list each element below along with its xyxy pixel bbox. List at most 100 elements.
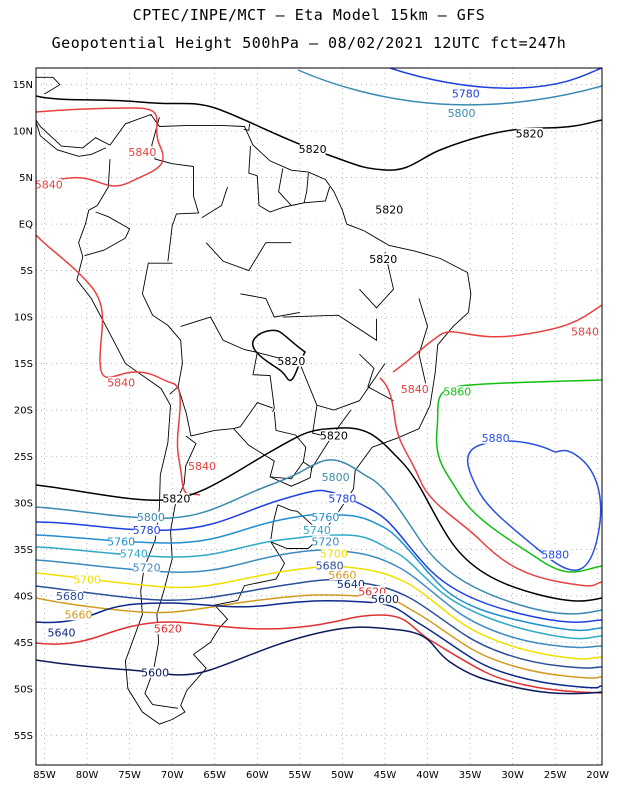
lat-tick-label: 15S (14, 359, 33, 370)
contour-label-bg (137, 511, 164, 523)
lat-tick-label: 50S (14, 684, 33, 695)
coast-segment (359, 251, 394, 309)
lat-tick-label: 15N (13, 80, 33, 91)
contour-label-bg (376, 204, 403, 216)
contour-label-bg (108, 376, 135, 388)
lat-tick-label: 35S (14, 545, 33, 556)
contour-label-bg (278, 355, 305, 367)
coast-segment (36, 76, 61, 95)
contour-label-bg (36, 178, 62, 190)
coast-segment (282, 314, 377, 342)
contour-label: 5600 (371, 593, 399, 606)
contour-label-bg (516, 127, 543, 139)
coast-segment (243, 123, 251, 131)
contour-label-bg (154, 623, 181, 635)
contour-label: 5720 (311, 535, 339, 548)
contour-5840 (392, 304, 602, 373)
axis-labels: 15N 10N 5N EQ 5S 10S 15S 20S 25S 30S 35S 40S 45S 50S 5… (13, 80, 609, 781)
contour-5880 (467, 440, 602, 572)
contour-labels: 5780 5800 5820 5820 5840 5840 5820 5820 5840 5820… (35, 87, 599, 679)
contour-label: 5840 (107, 376, 135, 389)
map-frame (35, 67, 603, 766)
contour-5840 (36, 234, 201, 496)
contour-label-bg (133, 524, 160, 536)
lon-tick-label: 70W (161, 770, 184, 781)
coast-segment (248, 146, 331, 213)
contour-label: 5780 (133, 524, 161, 537)
lon-tick-label: 55W (289, 770, 312, 781)
contour-label: 5680 (316, 559, 344, 572)
contour-label-bg (299, 143, 326, 155)
contour-label-bg (571, 325, 598, 337)
contour-5680 (36, 578, 602, 669)
contour-label: 5780 (452, 87, 480, 100)
contour-label-bg (320, 429, 347, 441)
contour-label-bg (452, 87, 479, 99)
contour-label: 5820 (162, 493, 190, 506)
lat-tick-label: EQ (19, 220, 33, 231)
lat-tick-label: 45S (14, 638, 33, 649)
lon-tick-label: 30W (501, 770, 524, 781)
contour-label: 5840 (401, 383, 429, 396)
contour-label: 5600 (141, 666, 169, 679)
lon-tick-label: 35W (459, 770, 482, 781)
coast-segment (177, 386, 273, 437)
contour-label-bg (303, 524, 330, 536)
contour-label-bg (188, 460, 215, 472)
contour-label: 5840 (35, 178, 63, 191)
contour-label-bg (65, 609, 92, 621)
contour-label-bg (57, 590, 84, 602)
coast-segment (151, 117, 200, 262)
contour-label-bg (329, 569, 356, 581)
contour-label-bg (312, 535, 339, 547)
contour-label: 5820 (369, 253, 397, 266)
contour-label: 5860 (443, 386, 471, 399)
contour-label: 5700 (73, 573, 101, 586)
lat-tick-label: 10S (14, 313, 33, 324)
contour-label: 5820 (277, 355, 305, 368)
coast-segment (278, 168, 292, 206)
contour-5640 (36, 600, 602, 689)
contour-label-bg (322, 471, 349, 483)
lat-tick-label: 20S (14, 405, 33, 416)
contour-label: 5800 (322, 471, 350, 484)
lon-tick-label: 45W (374, 770, 397, 781)
contour-label: 5640 (48, 626, 76, 639)
coast-segment (141, 262, 183, 395)
contour-label-bg (542, 548, 569, 560)
coast-segment (312, 405, 322, 436)
lat-tick-label: 55S (14, 731, 33, 742)
coast-segment (76, 113, 472, 725)
coast-segment (359, 353, 394, 402)
contour-label-bg (359, 586, 386, 598)
lat-tick-label: 40S (14, 591, 33, 602)
contour-label: 5760 (107, 535, 135, 548)
coast-segment (36, 121, 106, 157)
contour-5800 (36, 459, 602, 615)
lon-tick-label: 85W (33, 770, 56, 781)
contour-5600 (36, 626, 602, 695)
contour-label: 5880 (541, 548, 569, 561)
contour-5740 (36, 534, 602, 640)
contour-label: 5820 (516, 127, 544, 140)
contour-label: 5820 (299, 143, 327, 156)
contour-label-bg (120, 547, 147, 559)
contour-label-bg (74, 573, 101, 585)
contour-label: 5620 (154, 623, 182, 636)
coast-segment (148, 52, 185, 55)
contour-label-bg (48, 626, 75, 638)
contour-5820 (251, 329, 306, 382)
contour-label: 5720 (133, 561, 161, 574)
lat-tick-label: 25S (14, 452, 33, 463)
contour-5720 (36, 549, 602, 649)
coast-segment (418, 298, 428, 392)
contour-label: 5820 (320, 429, 348, 442)
contour-label-bg (401, 383, 428, 395)
lon-tick-label: 50W (331, 770, 354, 781)
contour-label-bg (133, 561, 160, 573)
contour-5800 (297, 69, 602, 106)
contour-label-bg (371, 593, 398, 605)
contour-label: 5840 (188, 460, 216, 473)
coast-segment (240, 293, 300, 318)
